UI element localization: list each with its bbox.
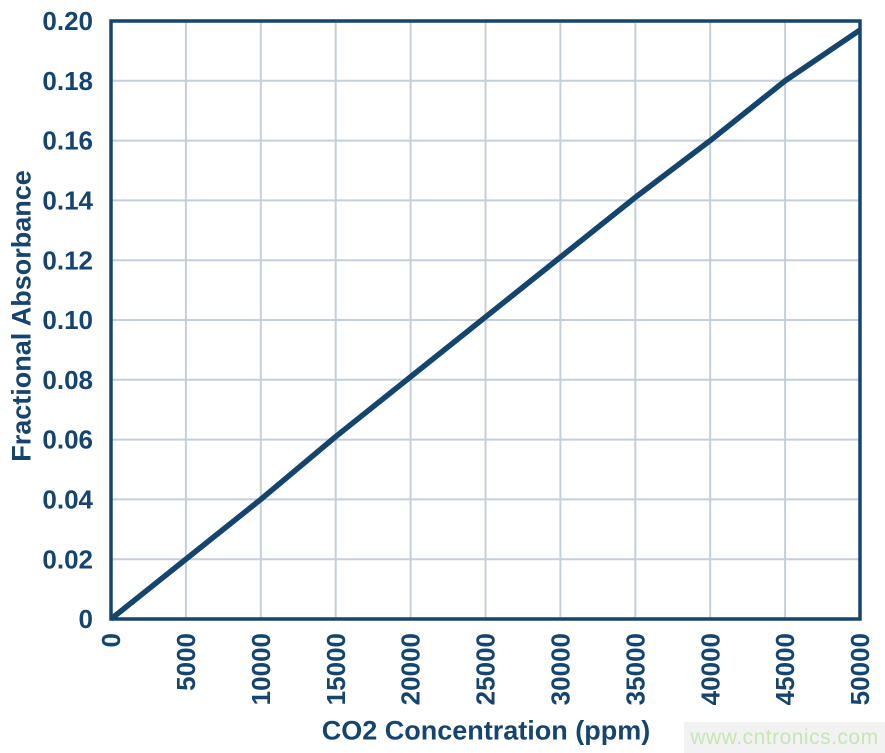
x-tick-label: 35000 — [620, 633, 650, 705]
x-tick-label: 45000 — [770, 633, 800, 705]
x-tick-label: 15000 — [321, 633, 351, 705]
y-tick-label: 0.12 — [42, 245, 93, 275]
x-tick-label: 5000 — [171, 633, 201, 691]
x-tick-label: 20000 — [396, 633, 426, 705]
y-tick-label: 0.02 — [42, 544, 93, 574]
x-tick-label: 25000 — [471, 633, 501, 705]
x-tick-label: 0 — [96, 633, 126, 647]
data-line — [109, 27, 862, 622]
y-tick-label: 0.14 — [42, 186, 93, 216]
x-tick-label: 50000 — [845, 633, 875, 705]
watermark: www.cntronics.com — [684, 722, 885, 753]
x-axis-title: CO2 Concentration (ppm) — [321, 715, 651, 746]
plot-frame — [109, 19, 862, 621]
y-tick-label: 0.04 — [42, 485, 93, 515]
y-tick-label: 0.16 — [42, 126, 93, 156]
x-tick-label: 30000 — [546, 633, 576, 705]
x-tick-label: 40000 — [695, 633, 725, 705]
watermark-text: www.cntronics.com — [690, 725, 879, 749]
y-tick-label: 0.10 — [42, 305, 93, 335]
y-tick-label: 0.08 — [42, 365, 93, 395]
y-tick-label: 0 — [79, 604, 93, 634]
y-tick-label: 0.20 — [42, 6, 93, 36]
y-tick-label: 0.18 — [42, 66, 93, 96]
y-axis-title: Fractional Absorbance — [6, 170, 37, 462]
x-tick-label: 10000 — [246, 633, 276, 705]
y-tick-label: 0.06 — [42, 425, 93, 455]
